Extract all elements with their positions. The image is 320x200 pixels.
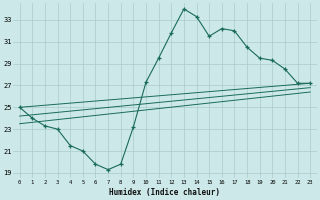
X-axis label: Humidex (Indice chaleur): Humidex (Indice chaleur) (109, 188, 220, 197)
